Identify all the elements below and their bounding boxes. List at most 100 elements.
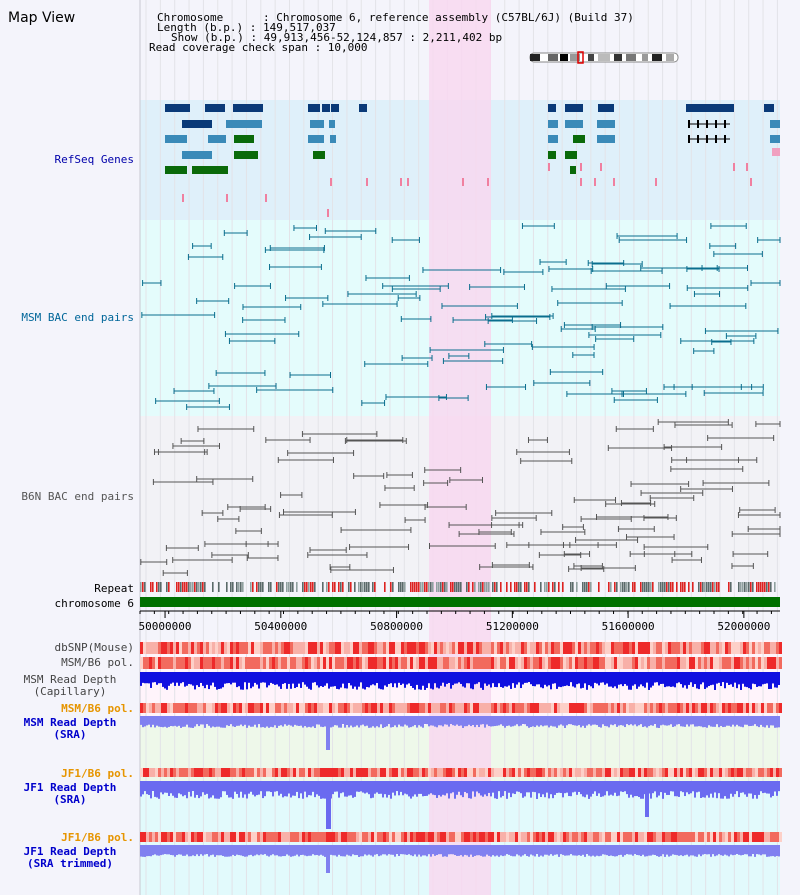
dbsnp-strip: [140, 642, 143, 654]
msm-pol2-strip: [638, 703, 641, 713]
repeat-element: [218, 582, 220, 592]
jf1-sra-depth: [772, 781, 774, 796]
dbsnp-strip: [452, 642, 455, 654]
jf1-read-depth-label: JF1 Read Depth: [23, 781, 117, 794]
msm-pol-strip: [464, 657, 467, 669]
jf1-trim-depth: [514, 845, 516, 857]
dbsnp-strip: [746, 642, 749, 654]
dbsnp-strip: [377, 642, 380, 654]
msm-pol2-strip: [386, 703, 389, 713]
repeat-element: [748, 582, 750, 592]
repeat-element: [718, 582, 720, 592]
jf1-sra-depth: [324, 781, 326, 799]
msm-bac-label[interactable]: MSM BAC end pairs: [21, 311, 134, 324]
msm-sra-depth: [644, 716, 646, 727]
msm-capillary-depth: [638, 672, 640, 687]
jf1-pol-strip: [392, 768, 395, 777]
jf1-trim-depth: [422, 845, 424, 856]
msm-pol-strip: [206, 657, 209, 669]
jf1-pol-strip: [404, 768, 407, 777]
jf1-trim-depth: [530, 845, 532, 855]
msm-pol2-strip: [233, 703, 236, 713]
refseq-exon: [724, 120, 726, 128]
msm-pol-strip: [494, 657, 497, 669]
jf1-pol-strip: [377, 768, 380, 777]
msm-capillary-depth: [282, 672, 284, 684]
jf1-pol2-strip: [269, 832, 272, 842]
msm-pol-strip: [407, 657, 410, 669]
repeat-element: [648, 582, 650, 592]
jf1-pol2-label: JF1/B6 pol.: [61, 831, 134, 844]
refseq-gene: [598, 104, 614, 112]
msm-pol2-strip: [203, 703, 206, 713]
jf1-sra-depth: [176, 781, 178, 798]
msm-capillary-depth: [160, 672, 162, 684]
msm-pol2-strip: [506, 703, 509, 713]
msm-capillary-depth: [430, 672, 432, 689]
jf1-trim-depth: [200, 845, 202, 855]
dbsnp-strip: [506, 642, 509, 654]
jf1-trim-depth: [222, 845, 224, 856]
jf1-pol-strip: [200, 768, 203, 777]
dbsnp-strip: [530, 642, 533, 654]
msm-sra-depth: [446, 716, 448, 725]
jf1-sra-depth: [412, 781, 414, 797]
jf1-pol-strip: [698, 768, 701, 777]
msm-sra-depth: [358, 716, 360, 728]
msm-capillary-depth: [360, 672, 362, 683]
msm-sra-depth: [614, 716, 616, 725]
jf1-sra-depth: [248, 781, 250, 794]
msm-pol2-strip: [440, 703, 443, 713]
jf1-trim-depth: [300, 845, 302, 856]
jf1-sra-depth: [360, 781, 362, 792]
msm-sra-depth: [454, 716, 456, 726]
msm-pol2-strip: [626, 703, 629, 713]
jf1-sra-depth: [692, 781, 694, 792]
dbsnp-strip: [287, 642, 290, 654]
msm-sra-depth: [588, 716, 590, 725]
msm-sra-depth: [232, 716, 234, 727]
jf1-sra-depth: [590, 781, 592, 797]
msm-pol2-strip: [503, 703, 506, 713]
jf1-trim-depth: [528, 845, 530, 857]
msm-sra-depth: [240, 716, 242, 725]
refseq-genes-label[interactable]: RefSeq Genes: [54, 153, 134, 166]
msm-capillary-depth: [220, 672, 222, 689]
repeat-element: [334, 582, 336, 592]
msm-sra-depth: [544, 716, 546, 726]
jf1-sra-depth: [676, 781, 678, 797]
dbsnp-strip: [653, 642, 656, 654]
b6n-bac-label[interactable]: B6N BAC end pairs: [21, 490, 134, 503]
msm-capillary-depth: [768, 672, 770, 690]
dbsnp-strip: [566, 642, 569, 654]
dbsnp-strip: [401, 642, 404, 654]
jf1-sra-depth: [742, 781, 744, 793]
msm-sra-depth: [416, 716, 418, 728]
msm-pol-strip: [191, 657, 194, 669]
jf1-trim-depth: [736, 845, 738, 855]
msm-capillary-depth: [230, 672, 232, 685]
jf1-sra-depth: [458, 781, 460, 792]
dbsnp-strip: [404, 642, 407, 654]
msm-sra-depth: [578, 716, 580, 726]
msm-sra-depth: [704, 716, 706, 728]
jf1-trim-depth: [258, 845, 260, 856]
msm-sra-depth: [282, 716, 284, 727]
msm-pol-strip: [500, 657, 503, 669]
jf1-pol2-strip: [515, 832, 518, 842]
jf1-pol2-strip: [491, 832, 494, 842]
jf1-pol-strip: [386, 768, 389, 777]
jf1-sra-depth: [638, 781, 640, 798]
msm-sra-depth: [220, 716, 222, 728]
msm-capillary-depth: [536, 672, 538, 685]
jf1-pol-strip: [614, 768, 617, 777]
jf1-sra-depth: [478, 781, 480, 794]
msm-pol-strip: [665, 657, 668, 669]
msm-capillary-depth: [396, 672, 398, 688]
jf1-pol-strip: [287, 768, 290, 777]
jf1-sra-depth: [250, 781, 252, 792]
jf1-trim-depth: [404, 845, 406, 855]
jf1-trim-depth: [698, 845, 700, 855]
jf1-pol-strip: [506, 768, 509, 777]
